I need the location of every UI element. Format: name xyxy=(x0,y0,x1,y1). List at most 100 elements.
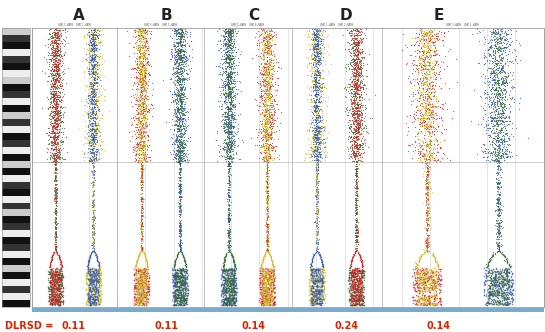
Point xyxy=(323,33,332,38)
Point xyxy=(227,282,235,287)
Point xyxy=(134,302,142,308)
Point xyxy=(350,83,359,88)
Point xyxy=(263,129,271,134)
Point xyxy=(354,239,362,245)
Point xyxy=(136,237,145,242)
Point xyxy=(221,31,229,36)
Point xyxy=(308,267,317,272)
Point xyxy=(92,146,100,152)
Point xyxy=(430,131,439,136)
Point xyxy=(262,106,271,111)
Point xyxy=(422,171,431,176)
Point xyxy=(52,126,61,132)
Point xyxy=(87,57,96,62)
Point xyxy=(137,198,146,204)
Point xyxy=(506,288,514,293)
Point xyxy=(95,117,104,123)
Point xyxy=(49,297,57,302)
Point xyxy=(263,242,272,248)
Point xyxy=(349,158,358,163)
Point xyxy=(350,156,359,162)
Point xyxy=(268,295,276,301)
Point xyxy=(421,274,430,279)
Point xyxy=(422,176,431,182)
Point xyxy=(91,268,100,274)
Point xyxy=(263,248,272,254)
Point xyxy=(136,60,145,66)
Point xyxy=(214,99,222,104)
Point xyxy=(419,156,428,162)
Point xyxy=(312,195,320,200)
Point xyxy=(497,45,506,51)
Point xyxy=(317,302,325,307)
Point xyxy=(221,295,229,301)
Point xyxy=(262,72,270,77)
Point xyxy=(54,123,63,128)
Point xyxy=(358,154,367,159)
Point xyxy=(424,81,433,86)
Point xyxy=(93,49,101,54)
Point xyxy=(316,119,324,124)
Point xyxy=(49,285,57,290)
Point xyxy=(421,94,429,100)
Point xyxy=(226,27,235,33)
Point xyxy=(352,171,361,177)
Point xyxy=(491,116,500,121)
Point xyxy=(52,297,61,303)
Point xyxy=(264,272,273,277)
Point xyxy=(91,275,100,280)
Point xyxy=(139,282,148,288)
Point xyxy=(53,298,62,303)
Point xyxy=(432,302,441,308)
Point xyxy=(138,100,147,106)
Point xyxy=(267,278,275,283)
Point xyxy=(481,74,489,79)
Point xyxy=(56,72,64,77)
Point xyxy=(354,300,363,306)
Point xyxy=(354,275,363,280)
Point xyxy=(46,268,55,274)
Point xyxy=(49,277,58,282)
Point xyxy=(51,235,59,240)
Point xyxy=(137,107,146,112)
Point xyxy=(262,142,270,147)
Point xyxy=(353,63,362,68)
Point xyxy=(418,267,427,273)
Point xyxy=(256,68,265,73)
Point xyxy=(140,117,148,123)
Point xyxy=(313,126,322,131)
Point xyxy=(312,283,321,289)
Point xyxy=(84,69,93,74)
Point xyxy=(269,267,277,273)
Point xyxy=(88,182,97,188)
Point xyxy=(260,281,269,287)
Point xyxy=(138,199,147,204)
Point xyxy=(175,142,184,148)
Point xyxy=(495,239,504,244)
Point xyxy=(228,268,237,273)
Point xyxy=(136,79,145,85)
Point xyxy=(306,267,315,273)
Point xyxy=(317,125,325,130)
Point xyxy=(86,149,95,155)
Point xyxy=(266,95,275,101)
Point xyxy=(92,282,100,287)
Bar xyxy=(2,70,30,77)
Point xyxy=(136,291,145,296)
Point xyxy=(47,272,56,277)
Point xyxy=(436,272,445,278)
Point xyxy=(132,267,141,272)
Point xyxy=(90,26,99,32)
Point xyxy=(265,85,274,91)
Point xyxy=(350,56,359,61)
Point xyxy=(45,112,54,117)
Point xyxy=(265,99,274,105)
Point xyxy=(266,62,275,67)
Point xyxy=(176,85,185,90)
Point xyxy=(496,268,505,274)
Point xyxy=(311,46,319,51)
Point xyxy=(347,284,355,289)
Point xyxy=(46,283,54,288)
Point xyxy=(138,82,147,87)
Point xyxy=(88,291,97,296)
